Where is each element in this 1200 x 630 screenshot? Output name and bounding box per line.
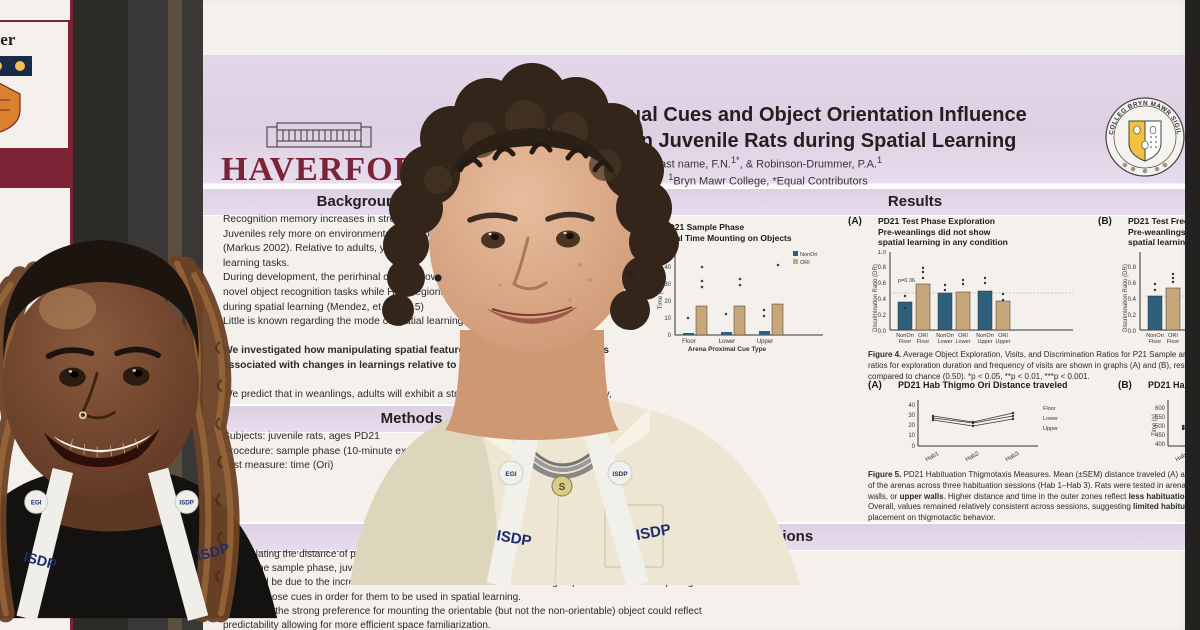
svg-text:p=0.36: p=0.36 xyxy=(898,278,915,284)
svg-text:ISDP: ISDP xyxy=(179,500,193,507)
svg-text:S: S xyxy=(559,482,566,493)
svg-text:Time (s): Time (s) xyxy=(1152,414,1158,436)
svg-text:Lower: Lower xyxy=(956,339,971,345)
svg-text:Floor: Floor xyxy=(1149,339,1162,345)
svg-text:Upper: Upper xyxy=(978,339,993,345)
svg-text:0.8: 0.8 xyxy=(1128,265,1137,271)
svg-text:Lower: Lower xyxy=(938,339,953,345)
svg-text:600: 600 xyxy=(1155,406,1166,412)
svg-text:0.2: 0.2 xyxy=(878,313,887,319)
svg-text:0.8: 0.8 xyxy=(878,265,887,271)
svg-text:1.0: 1.0 xyxy=(878,250,887,256)
svg-text:Upper: Upper xyxy=(996,339,1011,345)
svg-text:Hab3: Hab3 xyxy=(1005,451,1021,464)
svg-text:Discrimination Ratio (DR): Discrimination Ratio (DR) xyxy=(1123,264,1129,332)
svg-text:0.6: 0.6 xyxy=(878,281,887,287)
svg-text:Floor: Floor xyxy=(1167,339,1180,345)
svg-text:EGI: EGI xyxy=(31,500,42,507)
svg-text:40: 40 xyxy=(908,403,915,409)
svg-text:20: 20 xyxy=(908,423,915,429)
svg-text:0.0: 0.0 xyxy=(878,329,887,335)
svg-text:Hab1: Hab1 xyxy=(925,451,941,464)
svg-text:0.0: 0.0 xyxy=(1128,329,1137,335)
svg-text:ISDP: ISDP xyxy=(612,471,628,478)
svg-text:Hab2: Hab2 xyxy=(965,451,981,464)
svg-text:Lower: Lower xyxy=(1043,416,1058,422)
svg-text:10: 10 xyxy=(908,433,915,439)
svg-text:30: 30 xyxy=(908,413,915,419)
svg-text:Floor: Floor xyxy=(1043,406,1056,412)
svg-text:Floor: Floor xyxy=(917,339,930,345)
svg-text:0.4: 0.4 xyxy=(878,297,887,303)
svg-text:EGI: EGI xyxy=(505,471,516,478)
svg-text:0: 0 xyxy=(912,444,916,450)
svg-text:Floor: Floor xyxy=(899,339,912,345)
svg-text:0.4: 0.4 xyxy=(1128,297,1137,303)
svg-text:Upper: Upper xyxy=(1043,426,1058,432)
svg-text:0.6: 0.6 xyxy=(1128,281,1137,287)
svg-text:Discrimination Ratio (DR): Discrimination Ratio (DR) xyxy=(873,264,879,332)
svg-text:400: 400 xyxy=(1155,442,1166,448)
svg-text:0.2: 0.2 xyxy=(1128,313,1137,319)
